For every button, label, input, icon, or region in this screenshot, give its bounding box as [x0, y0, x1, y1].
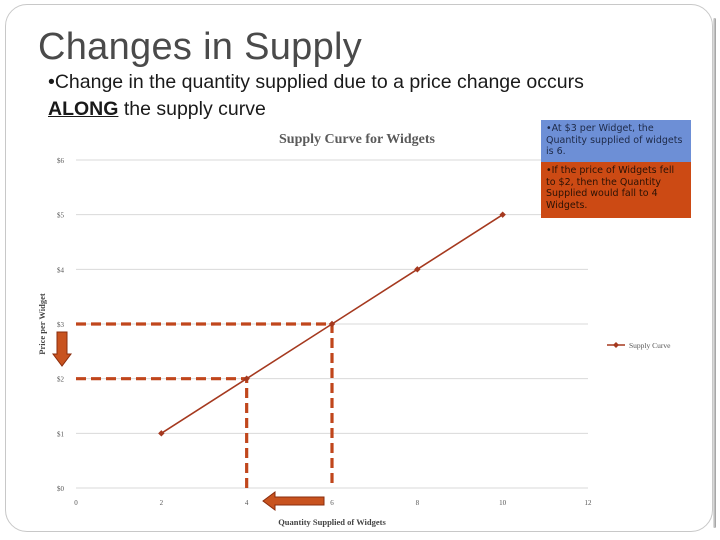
- y-tick-label: $4: [57, 266, 65, 274]
- slide-edge-shadow: [713, 18, 716, 528]
- arrow-left-shape: [262, 491, 325, 511]
- y-tick-label: $0: [57, 485, 65, 493]
- x-tick-label: 2: [160, 499, 164, 507]
- x-tick-label: 12: [585, 499, 593, 507]
- bullet-text-end: the supply curve: [118, 98, 266, 120]
- slide-bullet: •Change in the quantity supplied due to …: [48, 69, 648, 123]
- arrow-down-shape: [52, 331, 72, 367]
- x-tick-label: 8: [416, 499, 420, 507]
- callout-orange-note: •If the price of Widgets fell to $2, the…: [541, 162, 691, 218]
- y-tick-label: $2: [57, 376, 65, 384]
- data-point: [328, 320, 336, 328]
- bullet-text-start: •Change in the quantity supplied due to …: [48, 71, 584, 93]
- chart-title: Supply Curve for Widgets: [279, 132, 436, 147]
- data-point: [414, 266, 421, 273]
- y-tick-label: $3: [57, 321, 65, 329]
- slide-frame: [5, 4, 713, 532]
- x-tick-label: 10: [499, 499, 507, 507]
- slide-title: Changes in Supply: [38, 26, 363, 68]
- x-axis-title: Quantity Supplied of Widgets: [278, 517, 386, 527]
- y-tick-label: $1: [57, 430, 65, 438]
- data-point: [499, 211, 506, 218]
- y-tick-label: $6: [57, 157, 65, 165]
- data-point: [158, 430, 165, 437]
- x-tick-label: 6: [330, 499, 334, 507]
- y-axis-title: Price per Widget: [37, 293, 47, 355]
- x-tick-label: 4: [245, 499, 249, 507]
- legend-label: Supply Curve: [629, 341, 671, 350]
- x-tick-label: 0: [74, 499, 78, 507]
- bullet-emphasis: ALONG: [48, 98, 119, 120]
- legend-marker: [613, 342, 619, 348]
- y-tick-label: $5: [57, 212, 65, 220]
- callout-blue-note: •At $3 per Widget, the Quantity supplied…: [541, 120, 691, 162]
- data-point: [243, 375, 250, 382]
